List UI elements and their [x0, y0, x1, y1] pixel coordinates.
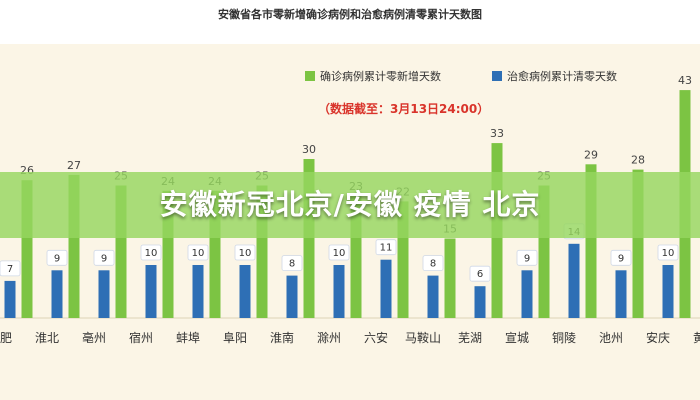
bar-cured-clear-days: [145, 265, 157, 318]
bar-cured-clear-days: [521, 270, 533, 318]
x-tick-label: 阜阳: [223, 331, 247, 345]
bar-label-cured: 9: [54, 253, 60, 264]
bar-cured-clear-days: [380, 259, 392, 318]
headline-banner: 安徽新冠北京/安徽 疫情 北京: [0, 172, 700, 238]
bar-label-box: [422, 255, 444, 272]
bar-label-box: [187, 244, 209, 261]
legend-label-cured: 治愈病例累计清零天数: [507, 69, 617, 83]
bar-label-cured: 7: [7, 264, 13, 275]
bar-label-cured: 10: [145, 248, 158, 259]
bar-cured-clear-days: [333, 265, 345, 318]
x-tick-label: 淮南: [270, 330, 294, 345]
x-tick-label: 黄山: [693, 331, 700, 345]
bar-label-box: [93, 249, 115, 266]
legend-swatch-cured: [492, 71, 502, 81]
bar-label-box: [375, 239, 397, 256]
bar-label-box: [281, 255, 303, 272]
x-tick-label: 淮北: [35, 331, 59, 345]
bar-label-box: [610, 249, 632, 266]
data-cutoff-note: （数据截至：3月13日24:00）: [318, 101, 489, 116]
bar-cured-clear-days: [98, 270, 110, 318]
bar-label-cured: 11: [380, 243, 393, 254]
bar-label-confirmed: 27: [67, 159, 81, 172]
x-tick-label: 马鞍山: [405, 330, 441, 345]
chart-title: 安徽省各市零新增确诊病例和治愈病例清零累计天数图: [218, 8, 482, 21]
headline-text: 安徽新冠北京/安徽 疫情 北京: [159, 188, 541, 221]
bar-label-confirmed: 29: [584, 148, 598, 161]
x-tick-label: 蚌埠: [176, 331, 200, 345]
bar-label-confirmed: 33: [490, 127, 504, 140]
bar-label-cured: 6: [477, 269, 483, 280]
bar-label-cured: 8: [430, 259, 436, 270]
bar-cured-clear-days: [51, 270, 63, 318]
bar-cured-clear-days: [474, 286, 486, 318]
x-tick-label: 亳州: [82, 330, 106, 345]
bar-label-box: [516, 249, 538, 266]
bar-label-box: [469, 265, 491, 282]
bar-label-cured: 10: [239, 248, 252, 259]
bar-label-box: [234, 244, 256, 261]
bar-confirmed-zero-days: [162, 190, 174, 318]
bar-cured-clear-days: [192, 265, 204, 318]
x-tick-label: 六安: [364, 330, 388, 345]
x-tick-label: 安庆: [646, 330, 670, 345]
bar-cured-clear-days: [615, 270, 627, 318]
x-tick-label: 宣城: [505, 330, 529, 345]
bar-confirmed-zero-days: [444, 238, 456, 318]
x-tick-label: 宿州: [129, 330, 153, 345]
bar-label-box: [46, 249, 68, 266]
bar-label-confirmed: 43: [678, 74, 692, 87]
bar-label-cured: 10: [333, 248, 346, 259]
title-strip: 安徽省各市零新增确诊病例和治愈病例清零累计天数图: [0, 0, 700, 44]
bar-cured-clear-days: [4, 280, 16, 318]
bar-cured-clear-days: [427, 275, 439, 318]
bar-cured-clear-days: [286, 275, 298, 318]
bar-confirmed-zero-days: [68, 174, 80, 318]
bar-confirmed-zero-days: [350, 196, 362, 318]
bar-confirmed-zero-days: [256, 185, 268, 318]
bar-label-box: [140, 244, 162, 261]
bar-label-confirmed: 30: [302, 143, 316, 156]
x-tick-label: 滁州: [317, 330, 341, 345]
bar-label-cured: 10: [192, 248, 205, 259]
bar-label-cured: 9: [101, 253, 107, 264]
bar-confirmed-zero-days: [115, 185, 127, 318]
bar-label-box: [328, 244, 350, 261]
bar-label-cured: 8: [289, 259, 295, 270]
x-tick-label: 铜陵: [552, 330, 576, 345]
bar-confirmed-zero-days: [21, 180, 33, 318]
bar-label-cured: 9: [524, 253, 530, 264]
x-tick-label: 池州: [599, 331, 623, 345]
bar-label-box: [657, 244, 679, 261]
bar-cured-clear-days: [239, 265, 251, 318]
bar-confirmed-zero-days: [209, 190, 221, 318]
x-tick-label: 芜湖: [458, 330, 482, 345]
legend-label-confirmed: 确诊病例累计零新增天数: [320, 69, 441, 83]
bar-confirmed-zero-days: [397, 201, 409, 318]
bar-label-cured: 9: [618, 253, 624, 264]
bar-label-box: [0, 260, 21, 277]
bar-confirmed-zero-days: [303, 159, 315, 318]
x-tick-label: 合肥: [0, 330, 12, 345]
bar-cured-clear-days: [662, 265, 674, 318]
bar-confirmed-zero-days: [585, 164, 597, 318]
bar-confirmed-zero-days: [632, 169, 644, 318]
bar-cured-clear-days: [568, 243, 580, 318]
bar-label-cured: 10: [662, 248, 675, 259]
legend-swatch-confirmed: [305, 71, 315, 81]
bar-label-confirmed: 28: [631, 154, 645, 167]
bar-confirmed-zero-days: [538, 185, 550, 318]
